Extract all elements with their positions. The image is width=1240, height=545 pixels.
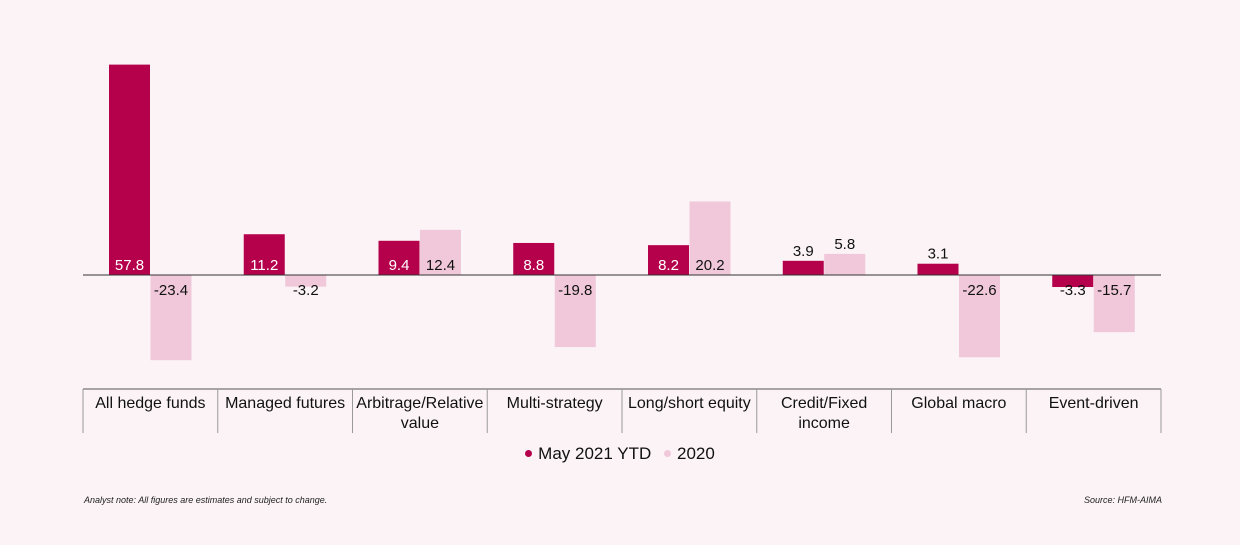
bar-series-0-2 [378,240,420,275]
data-label-series-0-4: 8.2 [658,257,679,274]
data-label-series-0-7: -3.3 [1060,282,1086,299]
data-label-series-0-3: 8.8 [523,257,544,274]
category-label-1: Managed futures [225,395,345,412]
legend-marker-series-1 [663,450,671,458]
data-label-series-0-6: 3.1 [928,246,949,263]
legend-item-series-1: 2020 [663,444,715,464]
source-note: Source: HFM-AIMA [1083,495,1162,505]
category-label-2: Arbitrage/Relative value [356,395,483,432]
legend-label-series-0: May 2021 YTD [538,444,652,463]
bar-series-0-5 [782,260,824,275]
category-label-4: Long/short equity [628,395,751,412]
analyst-note: Analyst note: All figures are estimates … [84,495,328,505]
data-label-series-1-7: -15.7 [1097,282,1131,299]
category-label-7: Event-driven [1049,395,1139,412]
data-label-series-1-6: -22.6 [962,282,996,299]
data-label-series-0-1: 11.2 [250,257,278,274]
bar-series-1-0 [150,275,192,361]
data-label-series-0-0: 57.8 [115,257,144,274]
category-label-3: Multi-strategy [507,395,603,412]
bar-series-1-7 [1093,275,1135,333]
legend: May 2021 YTD 2020 [0,444,1240,464]
data-label-series-0-5: 3.9 [793,243,814,260]
data-label-series-1-5: 5.8 [834,236,855,253]
bar-series-1-5 [824,253,866,275]
bar-series-0-3 [513,242,555,275]
bar-series-1-4 [689,201,731,275]
bar-series-1-1 [285,275,327,287]
data-label-series-1-0: -23.4 [154,282,188,299]
data-label-series-1-3: -19.8 [558,282,592,299]
legend-label-series-1: 2020 [676,444,715,463]
data-label-series-1-4: 20.2 [695,257,724,274]
data-label-series-1-1: -3.2 [293,282,319,299]
bar-series-0-1 [243,234,285,275]
category-label-0: All hedge funds [95,395,205,412]
bar-series-1-6 [959,275,1000,358]
bar-series-1-2 [420,229,461,275]
bar-series-0-6 [917,263,959,275]
bar-series-0-0 [109,64,150,275]
legend-marker-series-0 [525,450,533,458]
category-label-6: Global macro [911,395,1006,412]
bar-series-0-4 [648,245,689,275]
data-label-series-0-2: 9.4 [389,257,410,274]
category-label-5: Credit/Fixed income [781,395,867,432]
bar-series-1-3 [554,275,596,348]
bar-series-0-7 [1052,275,1094,288]
legend-item-series-0: May 2021 YTD [525,444,651,464]
data-label-series-1-2: 12.4 [426,257,455,274]
